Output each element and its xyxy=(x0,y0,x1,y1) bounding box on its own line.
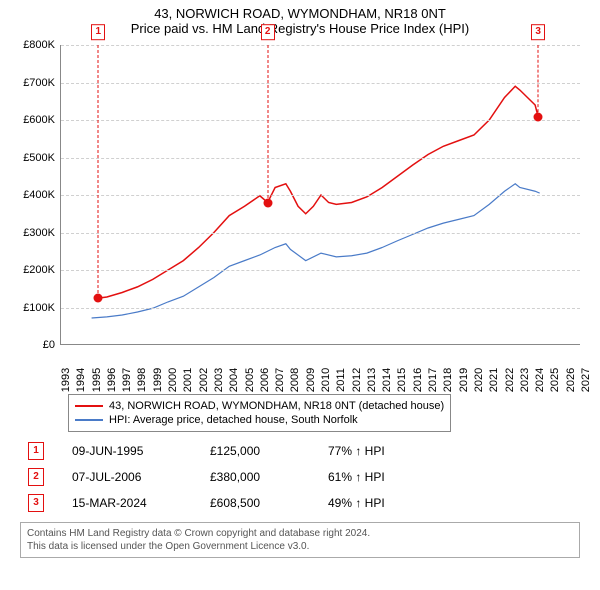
plot-region: 123 xyxy=(60,45,580,345)
marker-label: 2 xyxy=(261,24,275,40)
attribution-line: This data is licensed under the Open Gov… xyxy=(27,540,573,553)
x-axis-label: 2020 xyxy=(473,368,485,392)
x-axis-label: 2026 xyxy=(565,368,577,392)
chart-container: 43, NORWICH ROAD, WYMONDHAM, NR18 0NT Pr… xyxy=(0,0,600,590)
sale-row: 3 15-MAR-2024 £608,500 49% ↑ HPI xyxy=(28,490,580,516)
series-line-price_paid xyxy=(98,86,538,298)
x-axis-label: 2014 xyxy=(381,368,393,392)
x-axis-label: 2006 xyxy=(259,368,271,392)
x-axis-label: 2018 xyxy=(442,368,454,392)
x-axis-label: 1999 xyxy=(152,368,164,392)
x-axis-label: 2010 xyxy=(320,368,332,392)
x-axis-label: 2016 xyxy=(412,368,424,392)
gridline xyxy=(61,45,580,46)
marker-label: 3 xyxy=(531,24,545,40)
y-axis-label: £400K xyxy=(10,189,55,201)
sale-hpi-delta: 61% ↑ HPI xyxy=(328,470,428,484)
x-axis-label: 2027 xyxy=(580,368,592,392)
gridline xyxy=(61,233,580,234)
marker-label: 1 xyxy=(91,24,105,40)
x-axis-label: 2007 xyxy=(274,368,286,392)
marker-dot xyxy=(534,112,543,121)
y-axis-label: £500K xyxy=(10,152,55,164)
x-axis-label: 2003 xyxy=(213,368,225,392)
x-axis-label: 2022 xyxy=(504,368,516,392)
x-axis-label: 2002 xyxy=(198,368,210,392)
sale-hpi-delta: 49% ↑ HPI xyxy=(328,496,428,510)
y-axis-label: £300K xyxy=(10,227,55,239)
gridline xyxy=(61,158,580,159)
marker-dropline xyxy=(98,45,99,298)
sale-price: £125,000 xyxy=(210,444,300,458)
marker-dot xyxy=(94,294,103,303)
x-axis-label: 1995 xyxy=(91,368,103,392)
x-axis-label: 2015 xyxy=(396,368,408,392)
attribution-line: Contains HM Land Registry data © Crown c… xyxy=(27,527,573,540)
x-axis-label: 2019 xyxy=(458,368,470,392)
x-axis-label: 1993 xyxy=(60,368,72,392)
sales-table: 1 09-JUN-1995 £125,000 77% ↑ HPI 2 07-JUL-200… xyxy=(28,438,580,516)
sale-price: £608,500 xyxy=(210,496,300,510)
sale-date: 09-JUN-1995 xyxy=(72,444,182,458)
x-axis-label: 2025 xyxy=(549,368,561,392)
x-axis-label: 2012 xyxy=(351,368,363,392)
x-axis-label: 1998 xyxy=(136,368,148,392)
x-axis-label: 2001 xyxy=(182,368,194,392)
y-axis-label: £600K xyxy=(10,114,55,126)
sale-date: 07-JUL-2006 xyxy=(72,470,182,484)
legend-swatch xyxy=(75,419,103,421)
x-axis-labels: 19931994 1995199619971998 199920002001 2002… xyxy=(60,350,580,390)
chart-area: 123 £0 £100K £200K £300K £400K £500K £600K £700… xyxy=(10,40,590,390)
legend-label: HPI: Average price, detached house, Sout… xyxy=(109,414,358,426)
x-axis-label: 2004 xyxy=(228,368,240,392)
sale-hpi-delta: 77% ↑ HPI xyxy=(328,444,428,458)
y-axis-label: £100K xyxy=(10,302,55,314)
x-axis-label: 2009 xyxy=(305,368,317,392)
y-axis-label: £700K xyxy=(10,77,55,89)
x-axis-label: 1994 xyxy=(75,368,87,392)
marker-dropline xyxy=(538,45,539,117)
gridline xyxy=(61,270,580,271)
gridline xyxy=(61,120,580,121)
gridline xyxy=(61,83,580,84)
sale-number-box: 2 xyxy=(28,468,44,486)
sale-row: 2 07-JUL-2006 £380,000 61% ↑ HPI xyxy=(28,464,580,490)
x-axis-label: 1996 xyxy=(106,368,118,392)
x-axis-label: 2013 xyxy=(366,368,378,392)
legend: 43, NORWICH ROAD, WYMONDHAM, NR18 0NT (d… xyxy=(68,394,451,432)
legend-item: 43, NORWICH ROAD, WYMONDHAM, NR18 0NT (d… xyxy=(75,399,444,413)
gridline xyxy=(61,195,580,196)
marker-dot xyxy=(263,198,272,207)
legend-label: 43, NORWICH ROAD, WYMONDHAM, NR18 0NT (d… xyxy=(109,400,444,412)
legend-swatch xyxy=(75,405,103,407)
marker-dropline xyxy=(267,45,268,203)
attribution-box: Contains HM Land Registry data © Crown c… xyxy=(20,522,580,558)
y-axis-label: £200K xyxy=(10,264,55,276)
x-axis-label: 2024 xyxy=(534,368,546,392)
sale-number-box: 1 xyxy=(28,442,44,460)
sale-price: £380,000 xyxy=(210,470,300,484)
x-axis-label: 2017 xyxy=(427,368,439,392)
x-axis-label: 2021 xyxy=(488,368,500,392)
legend-item: HPI: Average price, detached house, Sout… xyxy=(75,413,444,427)
sale-row: 1 09-JUN-1995 £125,000 77% ↑ HPI xyxy=(28,438,580,464)
x-axis-label: 2011 xyxy=(335,368,347,392)
x-axis-label: 1997 xyxy=(121,368,133,392)
title-address: 43, NORWICH ROAD, WYMONDHAM, NR18 0NT xyxy=(10,6,590,21)
sale-date: 15-MAR-2024 xyxy=(72,496,182,510)
gridline xyxy=(61,308,580,309)
x-axis-label: 2008 xyxy=(289,368,301,392)
x-axis-label: 2005 xyxy=(244,368,256,392)
x-axis-label: 2000 xyxy=(167,368,179,392)
y-axis-label: £800K xyxy=(10,39,55,51)
y-axis-label: £0 xyxy=(10,339,55,351)
x-axis-label: 2023 xyxy=(519,368,531,392)
sale-number-box: 3 xyxy=(28,494,44,512)
